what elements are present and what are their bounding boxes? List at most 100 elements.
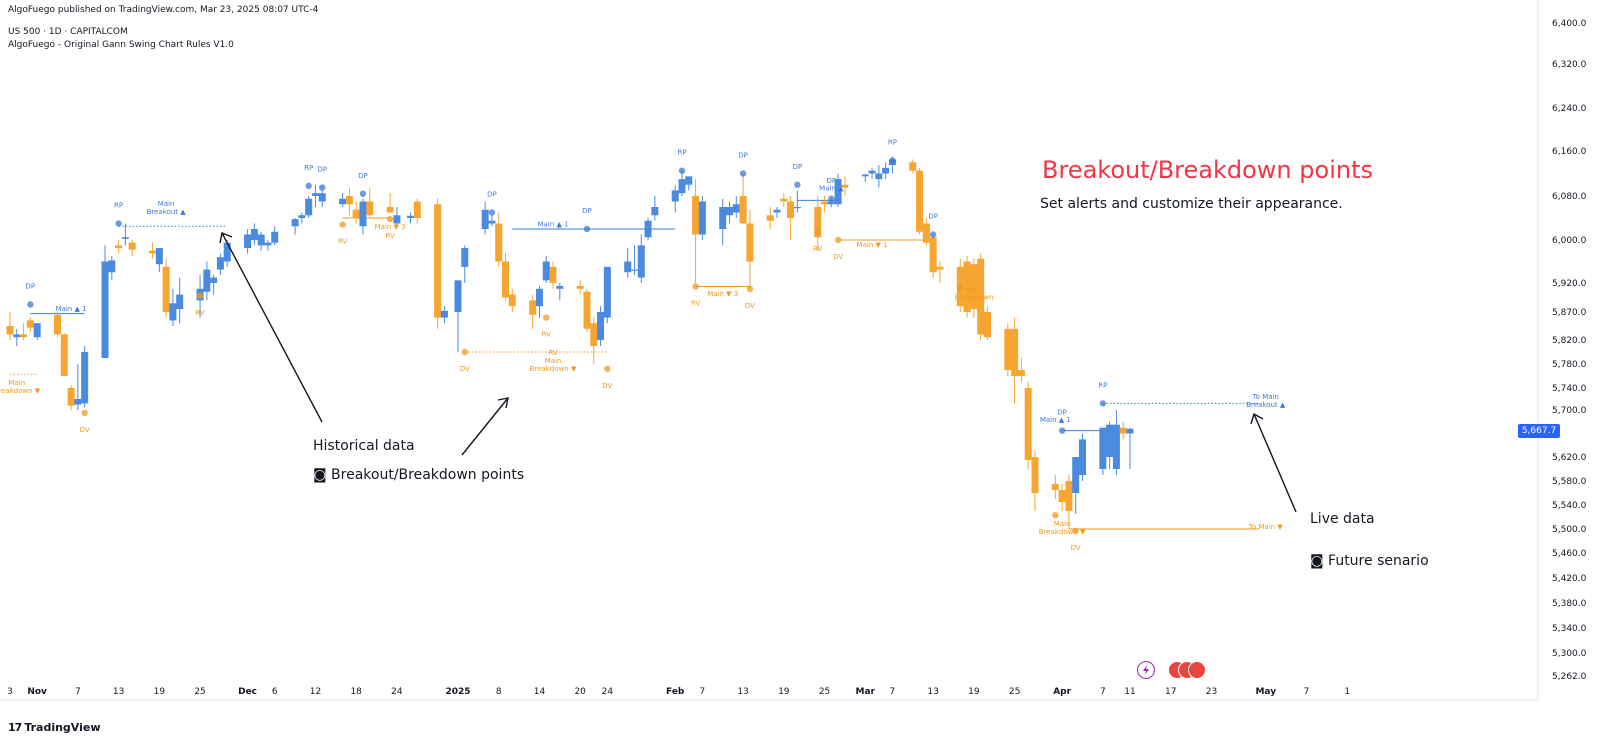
candle-down	[1051, 484, 1059, 490]
time-axis[interactable]: 3 Nov 7 13 19 25 Dec 6 12 18 24 2025 8 14 20 24 Feb 7 13 19…	[7, 687, 1350, 697]
candle-up	[108, 260, 116, 273]
swing-point-marker	[739, 170, 747, 177]
swing-point-label: RV	[338, 238, 347, 246]
swing-level-label: RV	[548, 349, 557, 357]
time-tick-label: 1	[1344, 687, 1350, 697]
candle-up	[481, 209, 489, 229]
candle-up	[882, 167, 890, 174]
candle-up	[291, 219, 299, 227]
swing-point-label: DV	[745, 302, 755, 310]
swing-point-label: DV	[460, 365, 470, 373]
candle-up	[637, 245, 645, 278]
candle-up	[169, 303, 177, 321]
candle-down	[20, 334, 28, 338]
indicator-name[interactable]: AlgoFuego - Original Gann Swing Chart Ru…	[8, 40, 234, 50]
candle-down	[787, 201, 795, 218]
candle-down	[549, 266, 557, 283]
candle-down	[576, 285, 584, 289]
note-historical-points: ◙ Breakout/Breakdown points	[313, 467, 525, 483]
candle-down	[60, 334, 68, 376]
time-tick-label: 19	[778, 687, 790, 697]
candle-up	[868, 170, 876, 174]
price-tick-label: 5,460.0	[1552, 549, 1587, 559]
candle-up	[1126, 428, 1134, 434]
candle-up	[542, 261, 550, 281]
candle-down	[434, 204, 442, 318]
candle-up	[488, 220, 496, 224]
last-price-tag: 5,667.7	[1518, 424, 1560, 438]
candle-up	[1078, 439, 1086, 475]
time-tick-label: May	[1255, 687, 1276, 697]
swing-level-label: Breakout ▲	[147, 208, 187, 216]
time-tick-label: 3	[7, 687, 13, 697]
time-tick-label: 25	[194, 687, 205, 697]
time-tick-label: 7	[1304, 687, 1310, 697]
arrow-historical-1	[221, 232, 323, 423]
arrow-live	[1253, 413, 1297, 513]
price-tick-label: 5,870.0	[1552, 308, 1587, 318]
candle-up	[359, 201, 367, 227]
annotation-arrows	[219, 232, 1297, 513]
candle-up	[726, 207, 734, 216]
time-tick-label: 13	[737, 687, 748, 697]
candle-up	[318, 193, 326, 202]
arrow-live-head	[1250, 412, 1264, 425]
swing-point-marker	[1099, 400, 1107, 407]
candle-up	[1106, 424, 1114, 457]
time-tick-label: 19	[968, 687, 980, 697]
candle-down	[149, 250, 157, 254]
candle-down	[746, 223, 754, 262]
candle-up	[603, 266, 611, 318]
swing-point-marker	[27, 301, 34, 308]
candle-up	[685, 176, 693, 185]
candle-up	[305, 198, 313, 216]
swing-point-label: RV	[385, 232, 394, 240]
candle-down	[977, 258, 985, 335]
price-axis[interactable]: 6,400.0 6,320.0 6,240.0 6,160.0 6,080.0 6,000…	[1552, 19, 1587, 682]
candle-up	[678, 179, 686, 194]
symbol-info[interactable]: US 500 · 1D · CAPITALCOM	[8, 27, 128, 37]
swing-point-label: DP	[582, 207, 592, 215]
swing-point-label: DV	[833, 253, 843, 261]
swing-level-label: Main ▲ 1	[1040, 416, 1071, 424]
swing-level-label: Main ▼ 3	[375, 223, 406, 231]
time-tick-label: 6	[272, 687, 278, 697]
time-tick-label: 24	[602, 687, 614, 697]
candle-up	[81, 352, 89, 404]
time-tick-label: Apr	[1053, 687, 1071, 697]
swing-point-marker	[604, 365, 611, 372]
swing-point-marker	[461, 348, 468, 356]
swing-level-label: Main	[158, 200, 175, 208]
note-historical: Historical data	[313, 438, 415, 454]
economic-event-icon[interactable]	[1188, 661, 1206, 679]
swing-level-label: Main ▲ 1	[56, 305, 87, 313]
note-live: Live data	[1310, 511, 1375, 527]
candle-down	[1031, 457, 1039, 493]
time-tick-label: 25	[819, 687, 830, 697]
time-tick-label: 25	[1009, 687, 1020, 697]
swing-point-label: DP	[793, 163, 803, 171]
candle-down	[821, 201, 829, 205]
candle-up	[644, 220, 652, 238]
swing-point-marker	[794, 181, 801, 188]
candle-down	[841, 184, 849, 188]
swing-point-label: RP	[304, 164, 313, 172]
swing-point-label: DP	[827, 177, 837, 185]
swing-point-marker	[929, 231, 937, 238]
candle-up	[556, 285, 564, 289]
time-tick-label: 12	[310, 687, 321, 697]
candle-up	[339, 198, 347, 205]
candle-down	[495, 223, 503, 262]
tradingview-logo[interactable]: 17 TradingView	[8, 721, 101, 734]
price-tick-label: 5,500.0	[1552, 525, 1587, 535]
candle-up	[1072, 457, 1080, 493]
price-tick-label: 6,240.0	[1552, 104, 1587, 114]
candle-up	[861, 174, 869, 177]
swing-point-marker	[488, 209, 496, 216]
swing-level-label: Main ▲ 1	[538, 220, 569, 228]
dividend-event-icon[interactable]	[1137, 661, 1155, 679]
swing-point-label: DV	[602, 382, 612, 390]
time-tick-label: 18	[350, 687, 362, 697]
